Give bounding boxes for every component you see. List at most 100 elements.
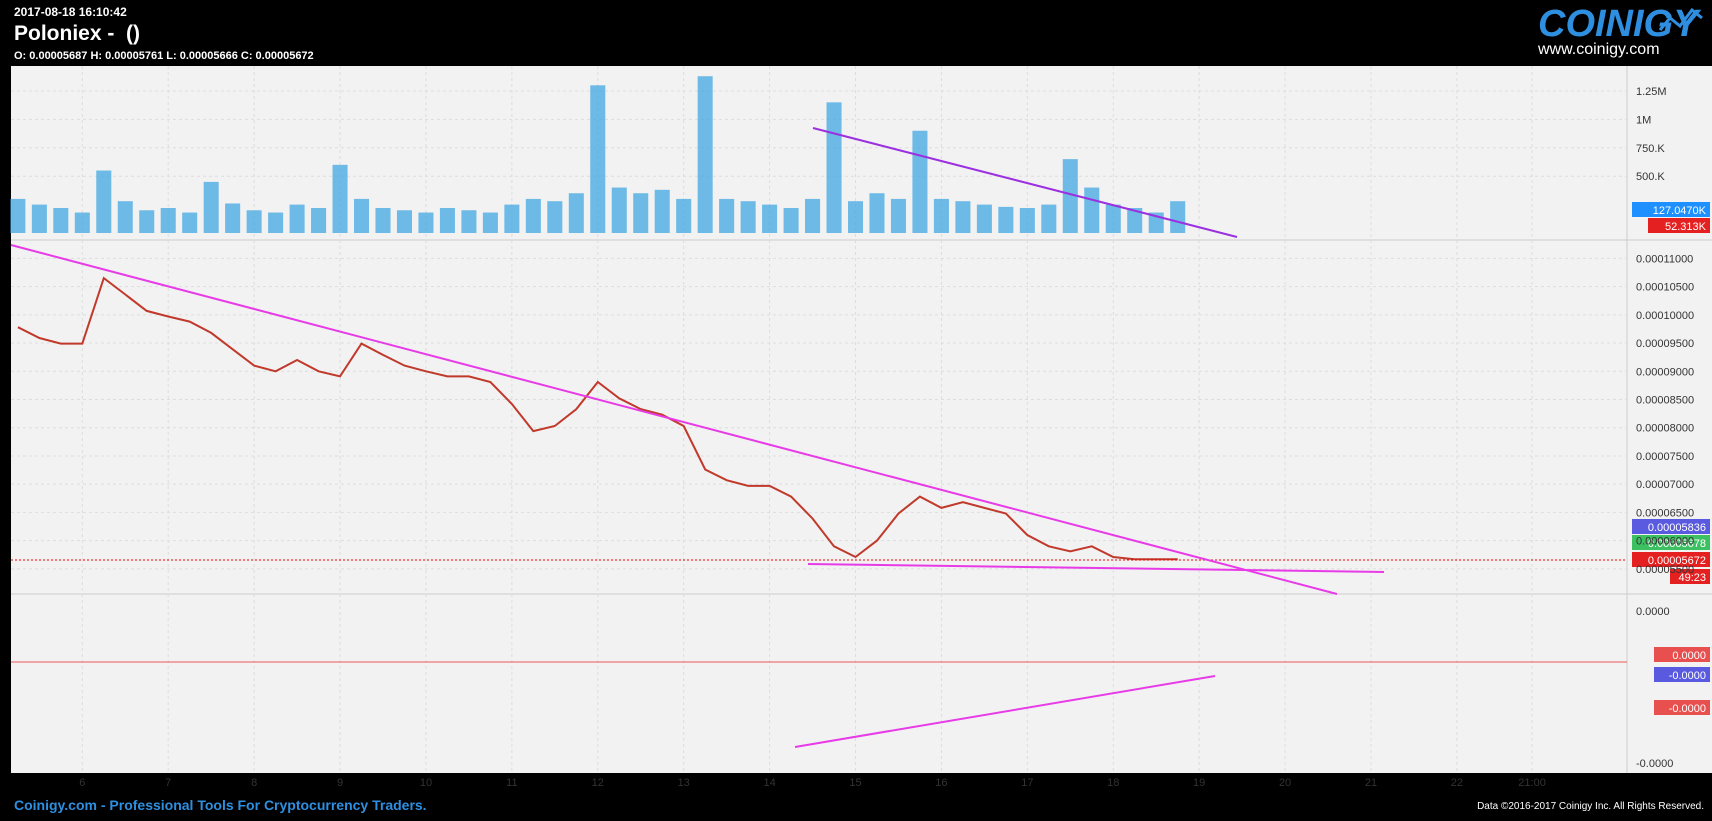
price-tag: 0.0000: [1672, 650, 1706, 662]
volume-bar: [1062, 159, 1078, 233]
x-tick-label: 19: [1193, 777, 1205, 789]
price-tag-bg: [1654, 700, 1710, 715]
y-tick-label: 0.00011000: [1636, 253, 1693, 265]
y-tick-label: 500.K: [1636, 171, 1665, 183]
trend-line: [812, 127, 1238, 238]
price-tag-bg: [1654, 647, 1710, 662]
volume-bar: [525, 198, 541, 233]
x-tick-label: 18: [1107, 777, 1119, 789]
price-tag-bg: [1654, 667, 1710, 682]
x-tick-label: 6: [79, 777, 85, 789]
volume-bar: [719, 198, 735, 233]
price-tag-bg: [1670, 569, 1710, 584]
volume-bar: [676, 198, 692, 233]
y-tick-label: 0.00008500: [1636, 395, 1694, 407]
price-tag: 0.00005836: [1648, 522, 1706, 534]
price-tag: 0.00005672: [1648, 555, 1706, 567]
y-tick-label: 0.00006000: [1636, 536, 1694, 548]
x-tick-label: 11: [506, 777, 517, 789]
volume-bar: [289, 204, 305, 233]
price-tag-bg: [1648, 218, 1710, 233]
volume-bar: [654, 189, 670, 233]
volume-bar: [805, 198, 821, 233]
volume-bar: [53, 208, 69, 233]
volume-bar: [139, 210, 155, 233]
volume-bar: [375, 208, 391, 233]
y-tick-label: 0.00010000: [1636, 310, 1694, 322]
volume-bar: [246, 210, 262, 233]
volume-bar: [160, 208, 176, 233]
volume-bar: [354, 198, 370, 233]
x-tick-label: 10: [420, 777, 432, 789]
trend-line: [10, 244, 1338, 595]
volume-bar: [10, 198, 26, 233]
price-tag: 127.0470K: [1653, 205, 1707, 217]
volume-bar: [31, 204, 47, 233]
volume-bar: [418, 212, 434, 233]
macd-axis-label: 0.0000: [1636, 606, 1670, 618]
volume-bar: [74, 212, 90, 233]
volume-bar: [933, 198, 949, 233]
timestamp: 2017-08-18 16:10:42: [14, 5, 127, 19]
volume-bar: [740, 201, 756, 233]
x-tick-label: 17: [1021, 777, 1033, 789]
price-line: [17, 276, 1178, 561]
ohlc: O: 0.00005687 H: 0.00005761 L: 0.0000566…: [14, 50, 314, 62]
volume-bar: [547, 201, 563, 233]
volume-bar: [976, 204, 992, 233]
volume-bar: [826, 102, 842, 233]
logo-url: www.coinigy.com: [1537, 41, 1660, 58]
x-tick-label: 22: [1451, 777, 1463, 789]
volume-bar: [1105, 204, 1121, 233]
x-tick-label: 21:00: [1518, 777, 1546, 789]
volume-bar: [568, 193, 584, 233]
volume-bar: [268, 212, 284, 233]
trend-line: [794, 675, 1216, 748]
volume-bar: [203, 181, 219, 233]
x-tick-label: 9: [337, 777, 343, 789]
macd-axis-label: -0.0000: [1636, 758, 1673, 770]
volume-bar: [1019, 208, 1035, 233]
x-tick-label: 12: [592, 777, 604, 789]
volume-bar: [311, 208, 327, 233]
chart-area: [11, 66, 1712, 773]
volume-bar: [590, 85, 606, 233]
y-tick-label: 1M: [1636, 114, 1651, 126]
price-tag-bg: [1632, 202, 1710, 217]
volume-bar: [1041, 204, 1057, 233]
footer-left: Coinigy.com - Professional Tools For Cry…: [14, 797, 427, 813]
volume-bar: [1170, 201, 1186, 233]
volume-bar: [998, 206, 1014, 233]
volume-bar: [890, 198, 906, 233]
logo: COINIGY: [1538, 3, 1702, 45]
price-tag-bg: [1632, 552, 1710, 567]
volume-bar: [439, 208, 455, 233]
x-tick-label: 16: [935, 777, 947, 789]
volume-bar: [1084, 187, 1100, 233]
footer: [0, 795, 1712, 821]
trend-line: [807, 563, 1385, 573]
x-tick-label: 8: [251, 777, 257, 789]
y-tick-label: 0.00005500: [1636, 564, 1694, 576]
volume-bar: [869, 193, 885, 233]
price-tag-bg: [1632, 519, 1710, 534]
price-tag-bg: [1632, 535, 1710, 550]
volume-bar: [461, 210, 477, 233]
price-tag: -0.0000: [1669, 703, 1706, 715]
volume-bar: [225, 203, 241, 233]
volume-bar: [955, 201, 971, 233]
price-tag: 49:23: [1678, 572, 1706, 584]
y-tick-label: 0.00009000: [1636, 366, 1694, 378]
x-tick-label: 14: [763, 777, 775, 789]
y-tick-label: 0.00009500: [1636, 338, 1694, 350]
y-tick-label: 1.25M: [1636, 86, 1667, 98]
volume-bar: [117, 201, 133, 233]
y-tick-label: 0.00008000: [1636, 423, 1694, 435]
price-tag: -0.0000: [1669, 670, 1706, 682]
x-tick-label: 20: [1279, 777, 1291, 789]
footer-right: Data ©2016-2017 Coinigy Inc. All Rights …: [1477, 801, 1704, 812]
volume-bar: [396, 210, 412, 233]
volume-bar: [182, 212, 198, 233]
logo-icon: [1658, 7, 1703, 31]
